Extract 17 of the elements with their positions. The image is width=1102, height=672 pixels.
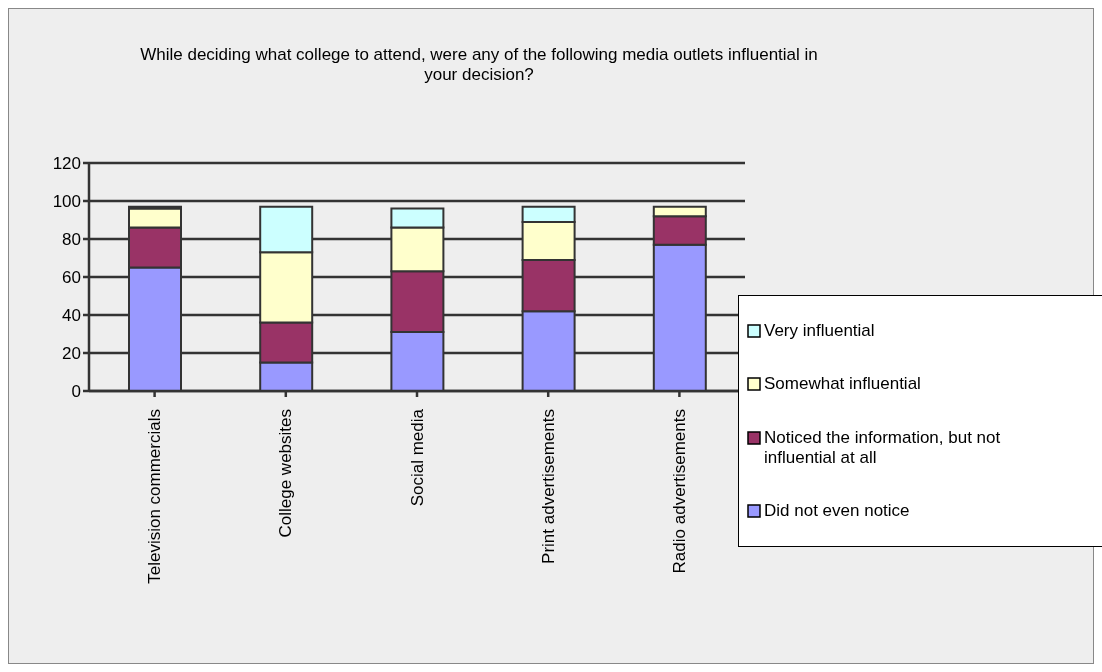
y-tick-label: 80 (62, 230, 81, 250)
x-tick-label: Radio advertisements (669, 409, 689, 574)
y-tick-label: 120 (52, 154, 81, 174)
y-tick-label: 40 (62, 306, 81, 326)
y-tick-label: 20 (62, 344, 81, 364)
legend-label: Very influential (764, 320, 876, 341)
x-tick-label: Print advertisements (538, 409, 558, 564)
legend-label: Noticed the information, but not influential at all (764, 427, 1002, 468)
y-tick-label: 100 (52, 192, 81, 212)
x-tick-label: Social media (407, 408, 427, 507)
x-tick-label: College websites (276, 409, 296, 538)
y-tick-label: 0 (71, 382, 81, 402)
chart-title: While deciding what college to attend, were any of the following media outlets influential in your decision? (139, 45, 819, 85)
legend-label: Did not even notice (764, 501, 911, 522)
y-tick-label: 60 (62, 268, 81, 288)
legend-label: Somewhat influential (764, 374, 922, 395)
x-tick-label: Television commercials (145, 409, 165, 584)
